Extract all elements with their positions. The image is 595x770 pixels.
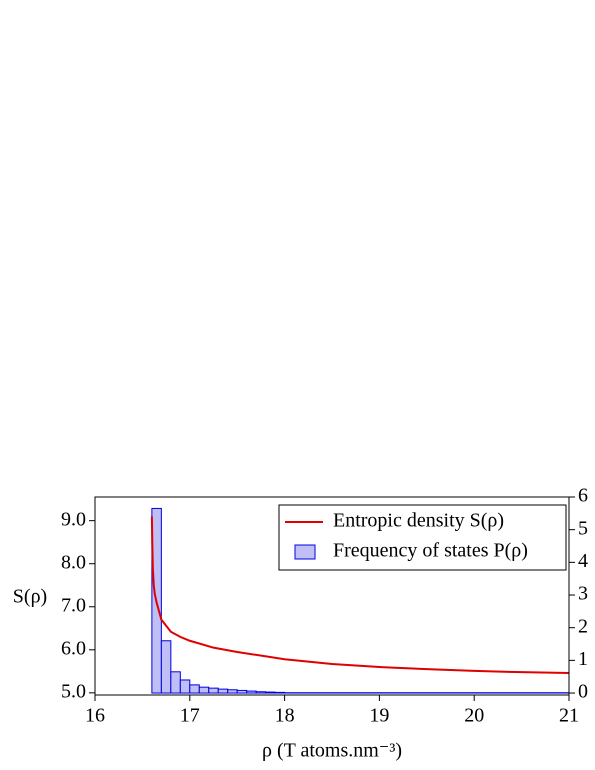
y2-tick-label: 4 <box>578 550 588 572</box>
histogram-bar <box>274 691 286 694</box>
x-tick-label: 16 <box>85 705 105 727</box>
legend-label: Entropic density S(ρ) <box>333 510 504 532</box>
histogram-bar <box>198 686 210 694</box>
histogram-bar <box>189 684 200 694</box>
legend-box <box>278 504 567 571</box>
y2-tick-label: 0 <box>578 681 588 703</box>
histogram-bar <box>179 679 191 694</box>
x-tick-label: 21 <box>559 705 579 727</box>
histogram-bar <box>236 689 248 694</box>
x-axis-label: ρ (T atoms.nm⁻³) <box>262 740 402 762</box>
y-axis-label: S(ρ) <box>13 586 47 608</box>
y2-tick-label: 2 <box>578 615 588 637</box>
y-tick-label: 6.0 <box>61 637 86 659</box>
x-tick-label: 17 <box>180 705 200 727</box>
histogram-bar <box>255 691 267 694</box>
y-tick-label: 5.0 <box>61 680 86 702</box>
y2-tick-label: 3 <box>578 583 588 605</box>
y-tick-label: 7.0 <box>61 594 86 616</box>
x-tick-label: 18 <box>275 705 295 727</box>
y2-tick-label: 5 <box>578 517 588 539</box>
histogram-bar <box>227 689 238 694</box>
histogram-bar <box>246 690 257 694</box>
y2-tick-label: 6 <box>578 485 588 507</box>
plot-frame <box>94 496 570 696</box>
histogram-bar <box>217 688 229 694</box>
histogram-bar <box>160 640 172 694</box>
histogram-bar <box>170 671 181 694</box>
y-tick-label: 8.0 <box>61 551 86 573</box>
legend-label: Frequency of states P(ρ) <box>333 540 528 562</box>
histogram-bar <box>208 687 219 694</box>
x-tick-label: 19 <box>369 705 389 727</box>
y2-tick-label: 1 <box>578 648 588 670</box>
x-tick-label: 20 <box>464 705 484 727</box>
histogram-bar <box>265 691 276 694</box>
line <box>150 516 570 675</box>
legend-swatch <box>294 544 316 560</box>
y-tick-label: 9.0 <box>61 508 86 530</box>
